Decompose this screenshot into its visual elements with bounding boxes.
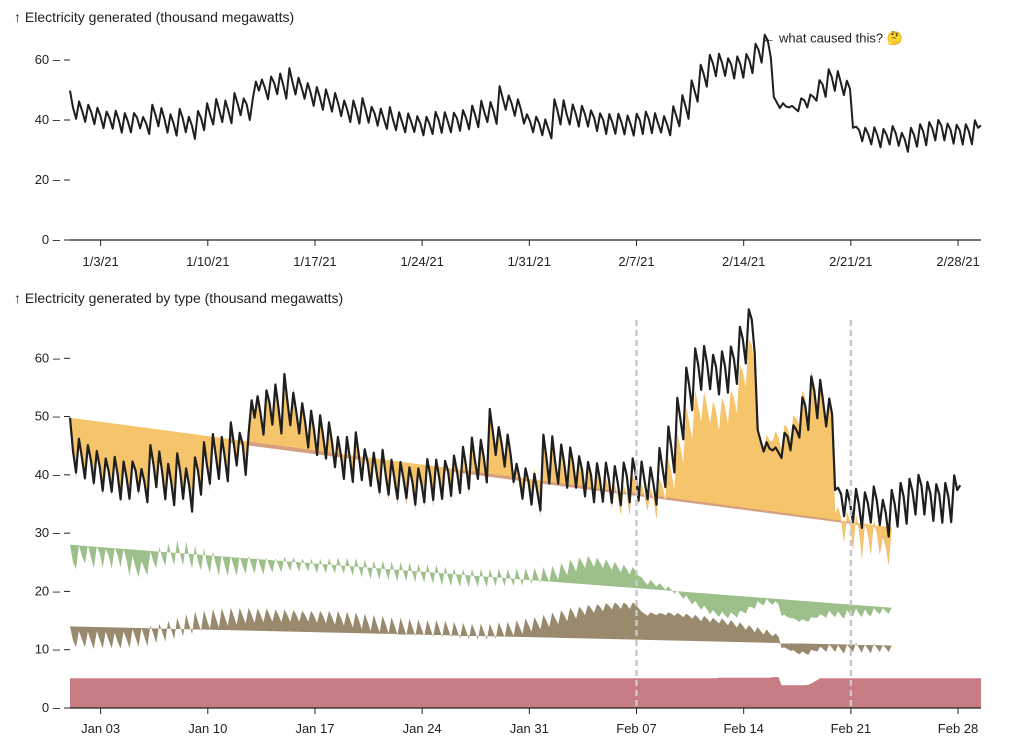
chart2-x-tick-label: Jan 24 (403, 721, 442, 736)
chart2-y-tick-label: 10 – (35, 642, 61, 657)
chart2-area-coal (70, 602, 892, 655)
chart2-y-tick-label: 20 – (35, 583, 61, 598)
chart1-x-tick-label: 2/28/21 (936, 254, 979, 269)
chart2-y-tick-label: 0 – (42, 700, 61, 715)
chart2-area-nuclear (70, 677, 981, 708)
chart1-x-tick-label: 2/21/21 (829, 254, 872, 269)
chart2-x-tick-label: Jan 31 (510, 721, 549, 736)
chart1-y-tick-label: 60 – (35, 52, 61, 67)
chart2-x-tick-label: Feb 14 (723, 721, 763, 736)
chart1-x-tick-label: 1/10/21 (186, 254, 229, 269)
chart1-x-tick-label: 1/3/21 (83, 254, 119, 269)
total-electricity-line-chart: ↑ Electricity generated (thousand megawa… (14, 9, 982, 269)
chart2-x-tick-label: Feb 28 (938, 721, 978, 736)
chart2-area-wind (70, 540, 892, 622)
chart2-y-axis-label: ↑ Electricity generated by type (thousan… (14, 290, 343, 306)
chart2-x-tick-label: Jan 10 (188, 721, 227, 736)
chart1-total-line (69, 33, 982, 153)
chart1-y-tick-label: 0 – (42, 232, 61, 247)
chart1-x-tick-label: 1/31/21 (508, 254, 551, 269)
chart2-y-tick-label: 50 – (35, 409, 61, 424)
chart1-x-tick-label: 1/24/21 (400, 254, 443, 269)
chart2-total-line (68, 308, 962, 538)
electricity-by-type-stacked-area-chart: ↑ Electricity generated by type (thousan… (14, 290, 981, 736)
chart2-x-tick-label: Feb 21 (831, 721, 871, 736)
chart2-y-tick-label: 60 – (35, 350, 61, 365)
chart2-areas (70, 339, 981, 708)
chart2-y-tick-label: 30 – (35, 525, 61, 540)
chart1-y-tick-label: 20 – (35, 172, 61, 187)
chart2-x-tick-label: Feb 07 (616, 721, 656, 736)
chart2-x-tick-label: Jan 17 (295, 721, 334, 736)
chart1-annotation: ← what caused this? 🤔 (762, 31, 902, 46)
chart1-x-tick-label: 1/17/21 (293, 254, 336, 269)
chart1-x-tick-label: 2/14/21 (722, 254, 765, 269)
chart2-x-tick-label: Jan 03 (81, 721, 120, 736)
chart1-y-axis-label: ↑ Electricity generated (thousand megawa… (14, 9, 294, 25)
chart1-y-tick-label: 40 – (35, 112, 61, 127)
chart2-y-tick-label: 40 – (35, 467, 61, 482)
chart1-x-tick-label: 2/7/21 (618, 254, 654, 269)
